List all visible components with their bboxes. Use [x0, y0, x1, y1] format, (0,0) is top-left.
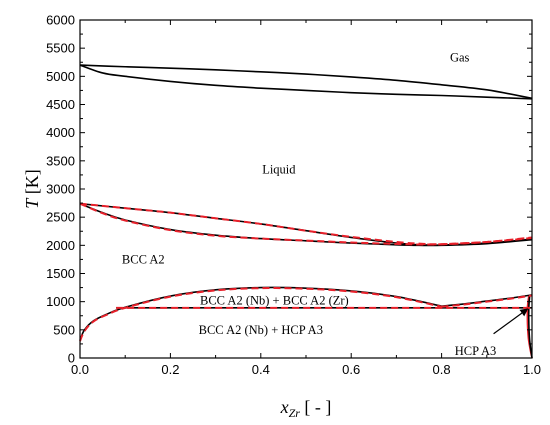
- y-tick-label: 6000: [46, 13, 75, 28]
- region-label: BCC A2 (Nb) + BCC A2 (Zr): [200, 294, 349, 308]
- reference-curve-7: [79, 287, 442, 342]
- x-axis-title: xZr [ - ]: [280, 397, 332, 420]
- region-labels: Gas Liquid BCC A2 BCC A2 (Nb) + BCC A2 (Zr)…: [122, 51, 529, 358]
- x-tick-label: 0.8: [433, 362, 451, 377]
- reference-curve-5: [79, 202, 533, 246]
- region-label: BCC A2 (Nb) + HCP A3: [199, 323, 323, 337]
- y-tick-label: 500: [53, 322, 75, 337]
- region-label: BCC A2: [122, 252, 165, 266]
- x-tick-label: 1.0: [523, 362, 541, 377]
- x-tick-label: 0.0: [71, 362, 89, 377]
- region-label: Liquid: [262, 162, 296, 176]
- curves-layer: [79, 64, 533, 359]
- y-tick-label: 0: [68, 351, 75, 366]
- y-tick-label: 2500: [46, 210, 75, 225]
- y-tick-label: 5500: [46, 41, 75, 56]
- y-tick-label: 3000: [46, 182, 75, 197]
- calculated-curve-1: [79, 64, 533, 100]
- x-tick-label: 0.4: [252, 362, 270, 377]
- y-tick-label: 4500: [46, 97, 75, 112]
- axes-layer: 0.0 0.2 0.4 0.6 0.8 1.0 0 500 1000 1500 2000 2500 30…: [46, 13, 541, 378]
- region-label: HCP A3: [455, 344, 497, 358]
- calculated-curve-0: [79, 64, 533, 100]
- y-tick-label: 4000: [46, 125, 75, 140]
- reference-curve-9: [441, 294, 533, 308]
- y-tick-label: 2000: [46, 238, 75, 253]
- y-tick-label: 1500: [46, 266, 75, 281]
- y-tick-label: 5000: [46, 69, 75, 84]
- y-axis-title: T [K]: [22, 169, 42, 209]
- reference-curve-4: [79, 202, 533, 246]
- x-tick-label: 0.2: [161, 362, 179, 377]
- y-tick-label: 1000: [46, 294, 75, 309]
- x-tick-label: 0.6: [342, 362, 360, 377]
- calculated-curve-13: [527, 295, 533, 359]
- region-label: Gas: [450, 51, 470, 65]
- hcp-pointer-arrow: [493, 308, 529, 335]
- y-tick-label: 3500: [46, 153, 75, 168]
